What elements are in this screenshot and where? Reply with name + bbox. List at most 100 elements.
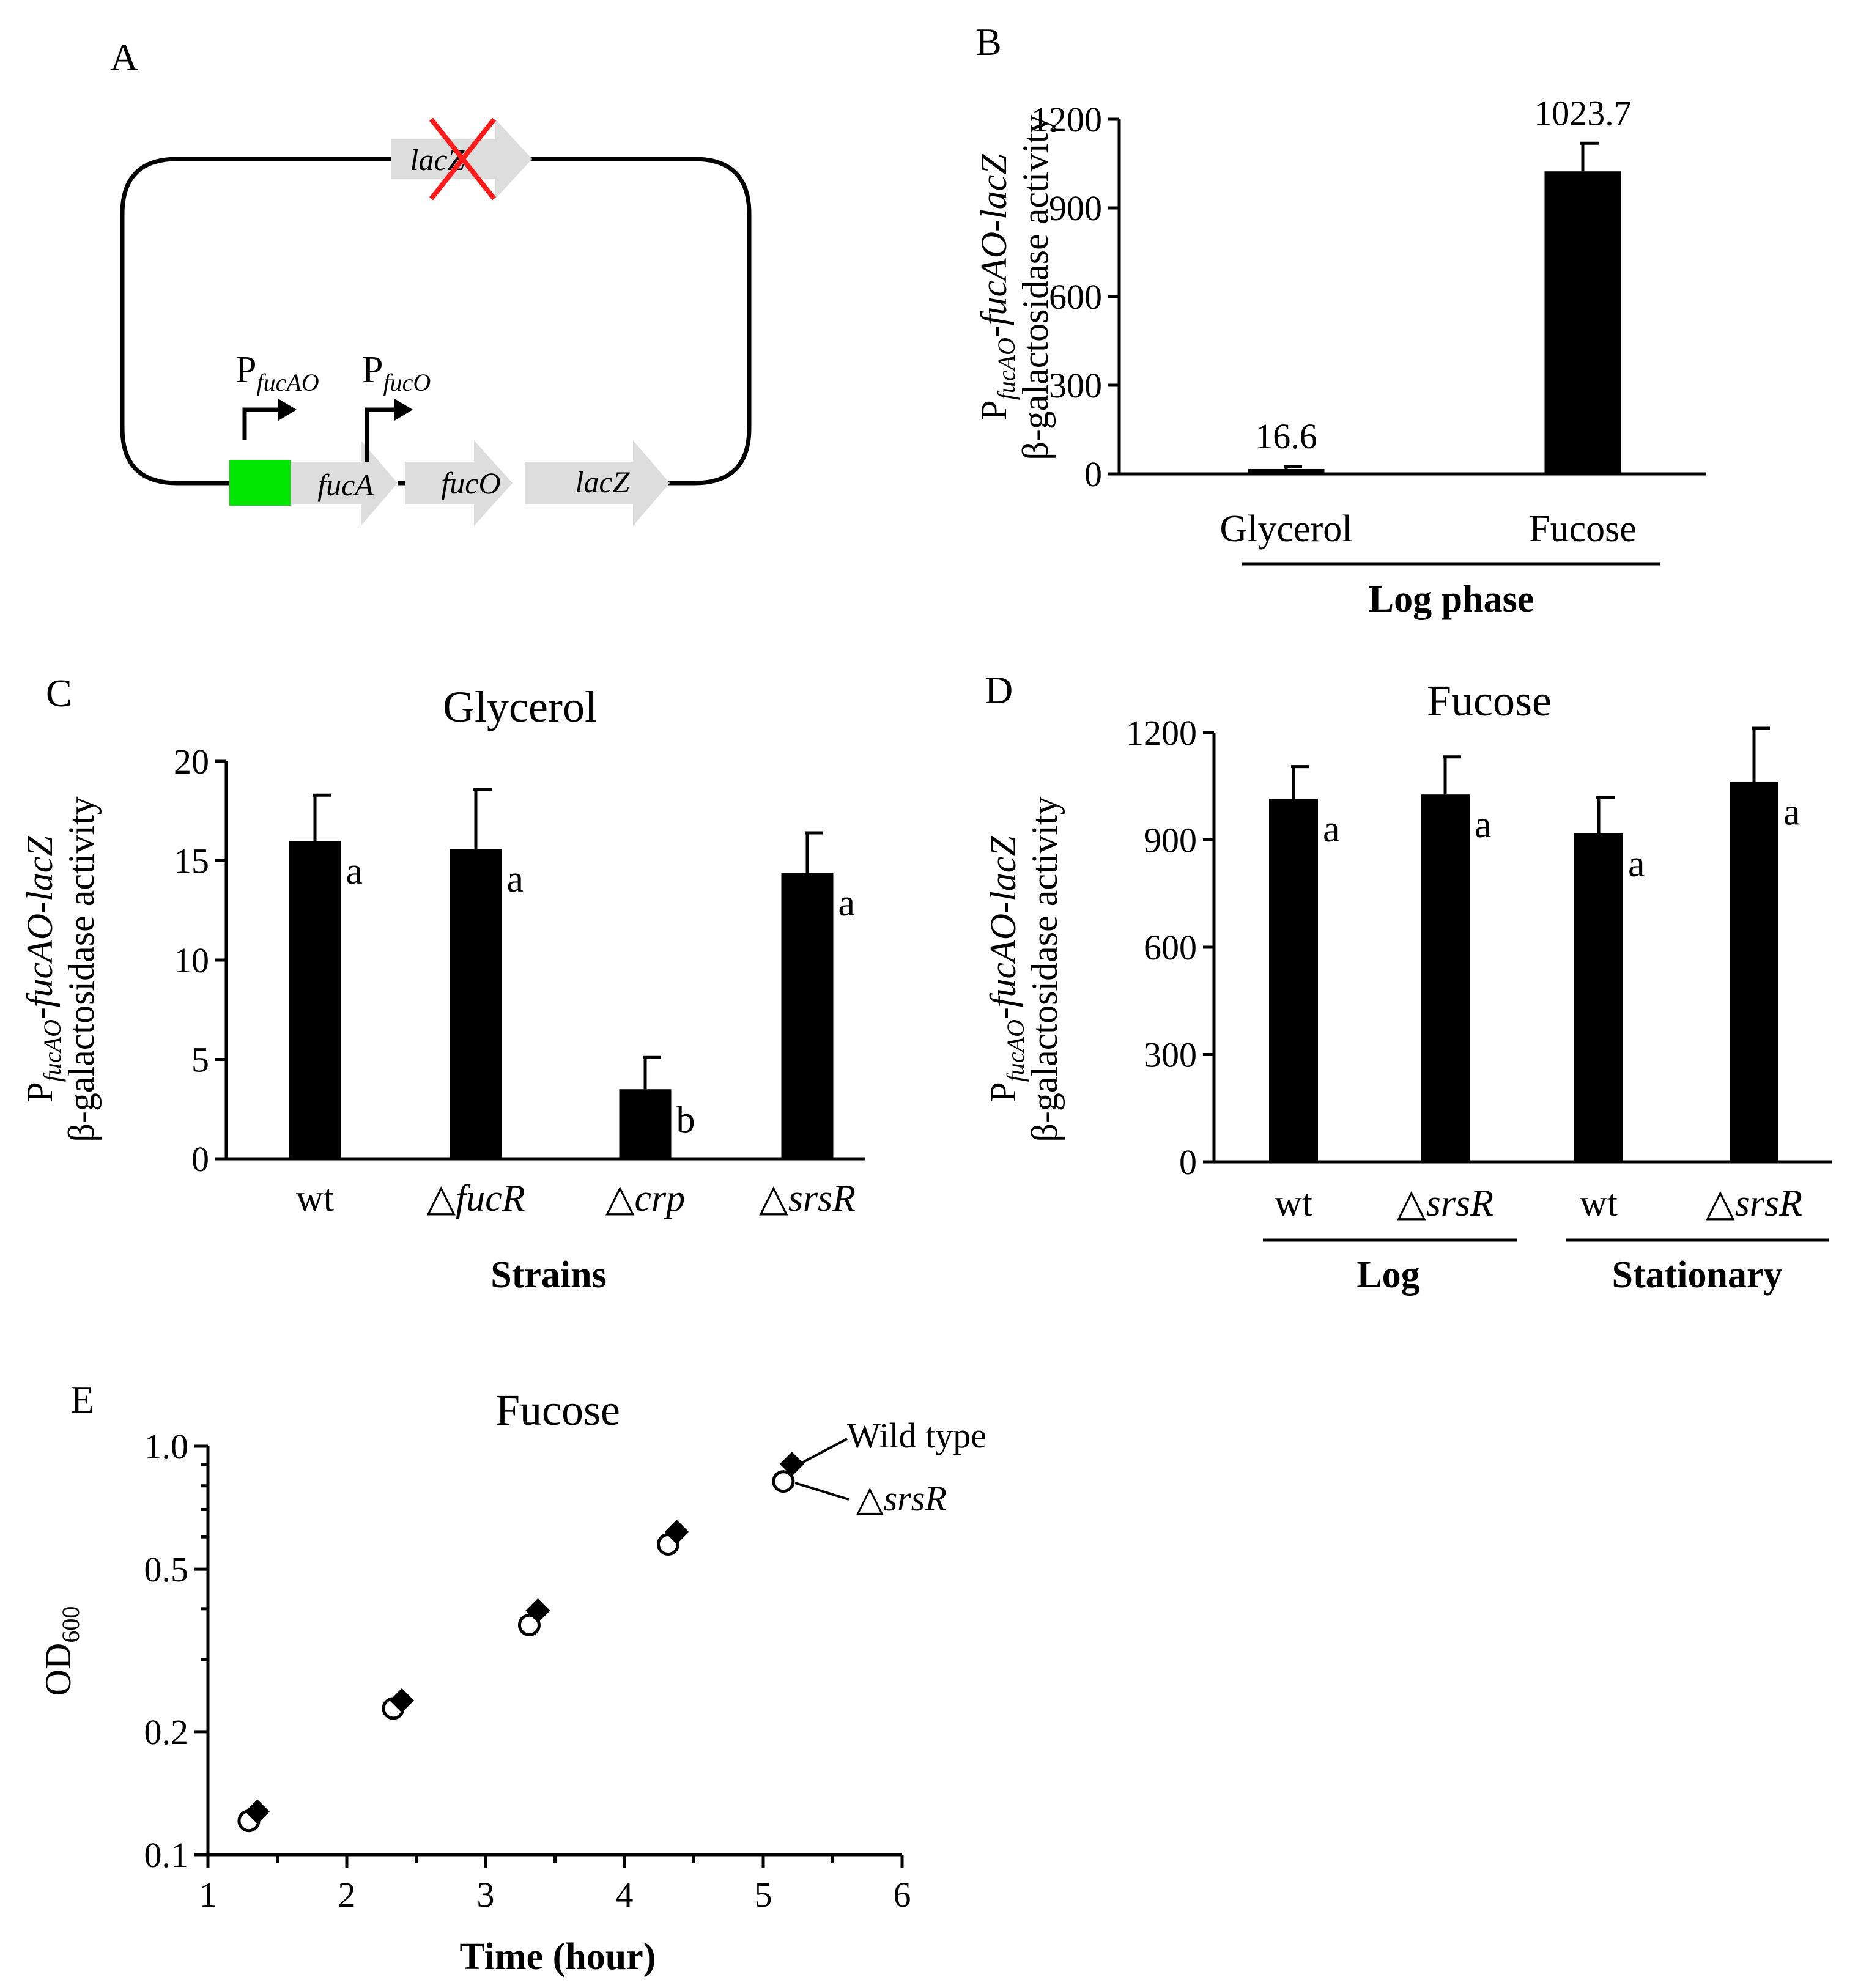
panel-d-letter: D bbox=[985, 668, 1013, 712]
group-label-stationary: Stationary bbox=[1612, 1254, 1783, 1296]
category-label: △crp bbox=[605, 1178, 685, 1219]
category-name: fucR bbox=[456, 1178, 525, 1219]
y-tick-label: 900 bbox=[1144, 821, 1197, 860]
error-bar bbox=[313, 793, 331, 841]
error-bar bbox=[1580, 141, 1599, 172]
y-tick-label: 900 bbox=[1049, 188, 1102, 228]
significance-letter: a bbox=[346, 851, 363, 892]
promoter-fucao-label: PfucAO bbox=[235, 349, 319, 396]
panel-d-ylabel-line2: β-galactosidase activity bbox=[1024, 796, 1065, 1142]
category-label: △srsR bbox=[759, 1178, 856, 1219]
panel-a-letter: A bbox=[110, 35, 138, 79]
category-name: wt bbox=[1580, 1183, 1618, 1224]
data-point-wild-type bbox=[389, 1688, 414, 1713]
error-bar bbox=[1443, 755, 1461, 795]
panel-b-ylabel-line2: β-galactosidase activity bbox=[1015, 114, 1056, 460]
bar bbox=[1248, 468, 1325, 474]
y-tick-label: 20 bbox=[174, 742, 209, 782]
legend-srsr-prefix: △ bbox=[856, 1479, 884, 1518]
significance-letter: a bbox=[1323, 808, 1340, 850]
x-tick-label: 1 bbox=[199, 1875, 217, 1915]
panel-e: E Fucose 0.1 0.2 0.5 1.0 1 2 3 4 5 6 Time (hour) OD6… bbox=[38, 1378, 986, 1978]
promoter-fuco-label: PfucO bbox=[362, 349, 431, 396]
panel-b-letter: B bbox=[975, 20, 1002, 64]
significance-letter: a bbox=[507, 859, 524, 900]
y-tick-label: 300 bbox=[1144, 1035, 1197, 1075]
panel-e-chart: Fucose 0.1 0.2 0.5 1.0 1 2 3 4 5 6 Time (hour) OD600… bbox=[38, 1386, 986, 1978]
value-label: 16.6 bbox=[1255, 416, 1317, 456]
promoter-fuco-arrowhead bbox=[394, 399, 413, 421]
fuco-label: fucO bbox=[441, 466, 500, 500]
category-label: wt bbox=[1275, 1183, 1312, 1224]
significance-letter: b bbox=[676, 1099, 695, 1140]
fuco-arrow bbox=[405, 440, 513, 526]
y-tick-label: 600 bbox=[1049, 277, 1102, 317]
bar bbox=[1574, 833, 1623, 1162]
panel-c-ylabel: PfucAO-fucAO-lacZ β-galactosidase activi… bbox=[20, 796, 102, 1142]
category-label: wt bbox=[1580, 1183, 1618, 1224]
y-tick-label: 10 bbox=[174, 940, 209, 980]
panel-c: C PfucAO-fucAO-lacZ β-galactosidase acti… bbox=[20, 671, 865, 1296]
lacz-arrow bbox=[525, 440, 670, 526]
panel-c-letter: C bbox=[46, 671, 72, 715]
y-tick-label: 1200 bbox=[1126, 713, 1197, 753]
data-point-wild-type bbox=[664, 1520, 689, 1545]
legend-srsr-name: srsR bbox=[884, 1479, 947, 1518]
y-tick-label: 0 bbox=[1179, 1142, 1197, 1182]
category-name: srsR bbox=[1426, 1183, 1493, 1224]
lacz-label: lacZ bbox=[576, 465, 631, 499]
y-axis-label-main: OD bbox=[38, 1643, 78, 1696]
panel-b-chart: 0 300 600 900 1200 16.6 Glycerol 1023.7 Fucose Lo… bbox=[1031, 93, 1706, 620]
x-axis-label-strains: Strains bbox=[490, 1254, 606, 1296]
y-axis-label-sub: 600 bbox=[57, 1606, 84, 1643]
chart-title: Fucose bbox=[495, 1386, 620, 1435]
x-tick-label: 6 bbox=[894, 1875, 911, 1915]
y-tick-label: 0 bbox=[191, 1139, 209, 1179]
promoter-box bbox=[229, 460, 291, 506]
panel-a: A lacZ fucA fucO lacZ PfucAO PfucO bbox=[110, 35, 752, 526]
legend-leader-wild-type bbox=[794, 1438, 848, 1468]
bar bbox=[1269, 799, 1318, 1162]
y-axis-label-od600: OD600 bbox=[38, 1606, 84, 1696]
legend-leader-srsr bbox=[794, 1482, 849, 1501]
category-label: Glycerol bbox=[1220, 508, 1353, 550]
x-axis-label-time: Time (hour) bbox=[460, 1936, 656, 1978]
bar bbox=[450, 849, 502, 1159]
bar bbox=[1730, 782, 1778, 1162]
significance-letter: a bbox=[838, 882, 856, 924]
error-bar bbox=[1596, 796, 1615, 833]
promoter-fuco-arrow bbox=[365, 407, 398, 462]
panel-c-chart: Glycerol05101520awta△fucRb△crpa△srsRStra… bbox=[174, 682, 865, 1296]
bar bbox=[1544, 171, 1621, 474]
panel-b-ylabel-line1: PfucAO-fucAO-lacZ bbox=[974, 154, 1020, 421]
category-name: wt bbox=[296, 1178, 334, 1219]
panel-b: B PfucAO-fucAO-lacZ β-galactosidase acti… bbox=[974, 20, 1706, 620]
category-name: crp bbox=[635, 1178, 686, 1219]
data-point-wild-type bbox=[245, 1799, 270, 1824]
chart-title: Glycerol bbox=[443, 682, 597, 731]
category-label: Fucose bbox=[1529, 508, 1637, 550]
panel-c-ylabel-line2: β-galactosidase activity bbox=[61, 796, 102, 1142]
y-tick-label: 600 bbox=[1144, 928, 1197, 967]
panel-b-ylabel: PfucAO-fucAO-lacZ β-galactosidase activi… bbox=[974, 114, 1056, 460]
category-prefix: △ bbox=[759, 1178, 788, 1219]
category-name: srsR bbox=[788, 1178, 856, 1219]
promoter-fucao-arrow bbox=[242, 407, 281, 440]
category-label: △srsR bbox=[1706, 1183, 1802, 1224]
y-tick-label: 1200 bbox=[1031, 100, 1102, 139]
legend-label-wild-type: Wild type bbox=[847, 1416, 986, 1455]
category-label: △fucR bbox=[426, 1178, 525, 1219]
y-tick-label: 15 bbox=[174, 841, 209, 881]
group-label-log: Log bbox=[1356, 1254, 1419, 1296]
panel-e-letter: E bbox=[70, 1378, 94, 1421]
category-label: △srsR bbox=[1397, 1183, 1493, 1224]
x-tick-label: 2 bbox=[338, 1875, 356, 1915]
promoter-fucao-arrowhead bbox=[278, 399, 297, 421]
y-tick-label: 0.2 bbox=[144, 1712, 189, 1752]
data-point-srsr bbox=[517, 1613, 541, 1636]
category-prefix: △ bbox=[426, 1178, 456, 1219]
error-bar bbox=[643, 1055, 661, 1090]
x-tick-label: 5 bbox=[755, 1875, 772, 1915]
data-point-wild-type bbox=[525, 1598, 550, 1623]
